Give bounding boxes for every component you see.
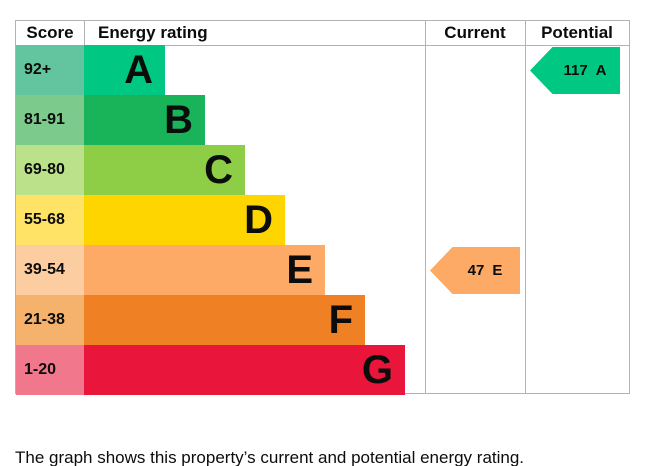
- score-range-g: 1-20: [16, 345, 84, 395]
- band-row-f: 21-38 F: [16, 295, 629, 345]
- header-current: Current: [444, 23, 506, 42]
- band-bar-g: G: [84, 345, 405, 395]
- band-bar-a: A: [84, 45, 165, 95]
- band-rows: 92+ A 81-91 B 69-80 C 55-68 D 39-54 E 21-38 F 1-20 G: [16, 45, 629, 395]
- band-row-e: 39-54 E: [16, 245, 629, 295]
- potential-rating-score: 117: [563, 62, 588, 79]
- band-bar-e: E: [84, 245, 325, 295]
- score-range-f: 21-38: [16, 295, 84, 345]
- current-rating-band: E: [492, 262, 503, 279]
- header-potential: Potential: [541, 23, 613, 42]
- header-score: Score: [26, 23, 74, 42]
- current-column-divider: [425, 21, 426, 393]
- band-bar-b: B: [84, 95, 205, 145]
- chart-caption: The graph shows this property’s current …: [15, 448, 525, 466]
- score-column-divider: [84, 21, 85, 45]
- potential-rating-band: A: [595, 62, 607, 79]
- score-range-e: 39-54: [16, 245, 84, 295]
- band-row-g: 1-20 G: [16, 345, 629, 395]
- header-divider-line: [16, 45, 629, 46]
- potential-column-divider: [525, 21, 526, 393]
- score-range-b: 81-91: [16, 95, 84, 145]
- band-row-b: 81-91 B: [16, 95, 629, 145]
- band-bar-f: F: [84, 295, 365, 345]
- epc-table: Score Energy rating Current Potential 92…: [15, 20, 630, 395]
- band-row-d: 55-68 D: [16, 195, 629, 245]
- score-range-d: 55-68: [16, 195, 84, 245]
- current-rating-score: 47: [467, 262, 485, 279]
- score-range-a: 92+: [16, 45, 84, 95]
- score-range-c: 69-80: [16, 145, 84, 195]
- header-energy-rating: Energy rating: [98, 23, 208, 42]
- band-bar-d: D: [84, 195, 285, 245]
- band-row-a: 92+ A: [16, 45, 629, 95]
- band-bar-c: C: [84, 145, 245, 195]
- band-row-c: 69-80 C: [16, 145, 629, 195]
